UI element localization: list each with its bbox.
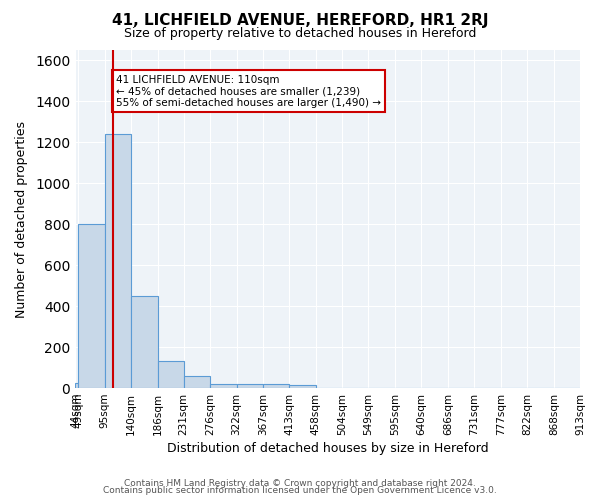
Bar (263, 384, 289, 388)
Text: Contains HM Land Registry data © Crown copyright and database right 2024.: Contains HM Land Registry data © Crown c… (124, 478, 476, 488)
Text: 41, LICHFIELD AVENUE, HEREFORD, HR1 2RJ: 41, LICHFIELD AVENUE, HEREFORD, HR1 2RJ (112, 12, 488, 28)
Bar (289, 385, 316, 388)
Bar (184, 376, 210, 388)
Bar (158, 362, 184, 388)
Text: Size of property relative to detached houses in Hereford: Size of property relative to detached ho… (124, 28, 476, 40)
X-axis label: Distribution of detached houses by size in Hereford: Distribution of detached houses by size … (167, 442, 488, 455)
Bar (210, 384, 236, 388)
Bar (131, 296, 158, 388)
Bar (236, 384, 263, 388)
Bar (78, 224, 104, 388)
Bar (104, 134, 131, 388)
Text: 41 LICHFIELD AVENUE: 110sqm
← 45% of detached houses are smaller (1,239)
55% of : 41 LICHFIELD AVENUE: 110sqm ← 45% of det… (116, 74, 382, 108)
Bar (75, 383, 78, 388)
Text: Contains public sector information licensed under the Open Government Licence v3: Contains public sector information licen… (103, 486, 497, 495)
Y-axis label: Number of detached properties: Number of detached properties (15, 120, 28, 318)
